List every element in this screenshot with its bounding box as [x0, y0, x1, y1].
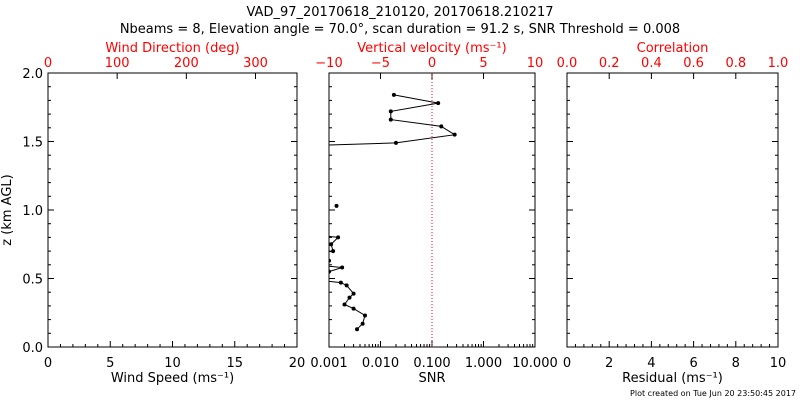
- bottom-tick-label: 2: [605, 356, 613, 371]
- title-line-2: Nbeams = 8, Elevation angle = 70.0°, sca…: [120, 22, 680, 37]
- data-point: [336, 235, 341, 240]
- bottom-tick-label: 10: [164, 356, 181, 371]
- plot-frame: [566, 72, 779, 348]
- bottom-tick-label: 0.010: [362, 356, 399, 371]
- bottom-tick-label: 8: [732, 356, 740, 371]
- y-axis-label: z (km AGL): [0, 174, 15, 245]
- bottom-axis-label: SNR: [418, 371, 445, 386]
- top-tick-label: 200: [174, 56, 199, 71]
- data-point: [344, 283, 349, 288]
- bottom-tick-label: 1.000: [465, 356, 502, 371]
- top-axis-label: Correlation: [637, 41, 709, 56]
- top-tick-label: 100: [105, 56, 130, 71]
- data-point: [338, 280, 343, 285]
- top-tick-label: 5: [479, 56, 487, 71]
- top-tick-label: −5: [371, 56, 390, 71]
- data-point: [329, 269, 331, 274]
- top-tick-label: −10: [315, 56, 342, 71]
- bottom-tick-label: 0: [563, 356, 571, 371]
- top-tick-label: 1.0: [768, 56, 789, 71]
- top-tick-label: 0.0: [557, 56, 578, 71]
- bottom-tick-label: 0: [44, 356, 52, 371]
- data-point: [388, 109, 393, 114]
- y-tick-label: 0.0: [22, 341, 43, 356]
- y-tick-label: 2.0: [22, 67, 43, 82]
- top-tick-label: 0.8: [725, 56, 746, 71]
- data-point: [331, 249, 336, 254]
- bottom-axis-label: Wind Speed (ms⁻¹): [111, 371, 234, 386]
- panel-left: 0 5 10 15 20 Wind Speed (ms⁻¹) 0 100 200 300 Wind …: [0, 41, 305, 386]
- y-tick-label: 0.5: [22, 273, 43, 288]
- data-point: [351, 291, 356, 296]
- bottom-tick-label: 15: [226, 356, 243, 371]
- data-point: [351, 306, 356, 311]
- data-point: [347, 295, 352, 300]
- top-axis-label: Vertical velocity (ms⁻¹): [357, 41, 506, 56]
- data-point: [334, 203, 339, 208]
- data-point: [391, 92, 396, 97]
- data-point: [436, 101, 441, 106]
- plot-created-footer: Plot created on Tue Jun 20 23:50:45 2017: [630, 389, 796, 398]
- data-point: [329, 242, 334, 247]
- top-tick-label: 10: [527, 56, 544, 71]
- data-point: [329, 258, 331, 263]
- bottom-tick-label: 10: [770, 356, 787, 371]
- plot-data-area: [329, 73, 457, 347]
- data-point: [452, 132, 457, 137]
- bottom-axis-label: Residual (ms⁻¹): [622, 371, 723, 386]
- bottom-tick-label: 6: [689, 356, 697, 371]
- plot-frame: [47, 72, 298, 348]
- bottom-tick-label: 0.100: [413, 356, 450, 371]
- data-point: [342, 302, 347, 307]
- plot-frame: [328, 72, 536, 348]
- series-line: [329, 94, 457, 146]
- data-point: [340, 265, 345, 270]
- top-tick-label: 0: [428, 56, 436, 71]
- top-tick-label: 0.6: [683, 56, 704, 71]
- bottom-tick-label: 4: [647, 356, 655, 371]
- series-line: [329, 235, 366, 330]
- data-point: [355, 327, 360, 332]
- panel-middle: 0.001 0.010 0.100 1.000 10.000 SNR −10 −5 0 5 10 Ve…: [310, 41, 558, 386]
- data-point: [393, 140, 398, 145]
- data-point: [388, 117, 393, 122]
- bottom-tick-label: 5: [106, 356, 114, 371]
- bottom-tick-label: 20: [289, 356, 306, 371]
- title-line-1: VAD_97_20170618_210120, 20170618.210217: [247, 5, 554, 20]
- bottom-tick-label: 10.000: [512, 356, 558, 371]
- bottom-tick-label: 0.001: [310, 356, 347, 371]
- top-axis-label: Wind Direction (deg): [105, 41, 239, 56]
- top-tick-label: 0: [44, 56, 52, 71]
- top-tick-label: 300: [243, 56, 268, 71]
- y-tick-label: 1.0: [22, 204, 43, 219]
- top-tick-label: 0.2: [599, 56, 620, 71]
- top-tick-label: 0.4: [641, 56, 662, 71]
- data-point: [439, 124, 444, 129]
- panel-right: 0 2 4 6 8 10 Residual (ms⁻¹) 0.0 0.2 0.4 0.6 0.8 1.0…: [557, 41, 789, 386]
- data-point: [360, 321, 365, 326]
- y-tick-label: 1.5: [22, 136, 43, 151]
- data-point: [362, 313, 367, 318]
